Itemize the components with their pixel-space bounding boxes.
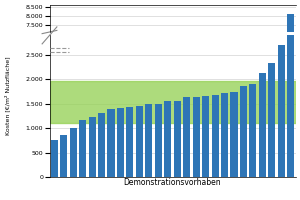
Bar bbox=[230, 92, 238, 177]
Bar bbox=[174, 132, 181, 160]
Bar bbox=[60, 144, 67, 160]
Bar bbox=[212, 95, 219, 177]
Bar bbox=[79, 120, 86, 177]
Bar bbox=[268, 63, 275, 177]
Bar bbox=[51, 146, 58, 160]
Bar bbox=[268, 118, 275, 160]
Bar bbox=[70, 128, 77, 177]
Bar bbox=[240, 126, 247, 160]
Bar bbox=[107, 109, 115, 177]
Text: Kosten [€/m² Nutzfläche]: Kosten [€/m² Nutzfläche] bbox=[5, 57, 10, 135]
Bar bbox=[70, 142, 77, 160]
Bar bbox=[193, 97, 200, 177]
Bar bbox=[202, 130, 209, 160]
Bar bbox=[117, 135, 124, 160]
Bar bbox=[79, 139, 86, 160]
Bar bbox=[155, 133, 162, 160]
Bar bbox=[202, 96, 209, 177]
Bar bbox=[88, 138, 96, 160]
Bar bbox=[164, 101, 171, 177]
Bar bbox=[249, 126, 256, 160]
Bar bbox=[126, 134, 134, 160]
Bar bbox=[136, 134, 143, 160]
Bar bbox=[221, 93, 228, 177]
Bar bbox=[230, 128, 238, 160]
Bar bbox=[136, 106, 143, 177]
Bar bbox=[145, 133, 152, 160]
Bar bbox=[60, 135, 67, 177]
Bar bbox=[259, 73, 266, 177]
Bar bbox=[126, 107, 134, 177]
X-axis label: Demonstrationsvorhaben: Demonstrationsvorhaben bbox=[124, 178, 221, 187]
Bar bbox=[145, 104, 152, 177]
Bar bbox=[278, 111, 285, 160]
Bar bbox=[259, 122, 266, 160]
Bar bbox=[174, 101, 181, 177]
Bar bbox=[193, 130, 200, 160]
Bar bbox=[164, 132, 171, 160]
Bar bbox=[221, 129, 228, 160]
Bar bbox=[107, 135, 115, 160]
Bar bbox=[249, 84, 256, 177]
Bar bbox=[155, 104, 162, 177]
Bar bbox=[50, 81, 296, 123]
Bar bbox=[183, 130, 190, 160]
Bar bbox=[51, 140, 58, 177]
Bar bbox=[117, 108, 124, 177]
Bar bbox=[278, 45, 285, 177]
Bar bbox=[88, 117, 96, 177]
Bar bbox=[240, 86, 247, 177]
Bar bbox=[212, 130, 219, 160]
Bar bbox=[98, 113, 105, 177]
Bar bbox=[287, 0, 294, 177]
Bar bbox=[287, 14, 294, 160]
Bar bbox=[183, 97, 190, 177]
Bar bbox=[98, 136, 105, 160]
